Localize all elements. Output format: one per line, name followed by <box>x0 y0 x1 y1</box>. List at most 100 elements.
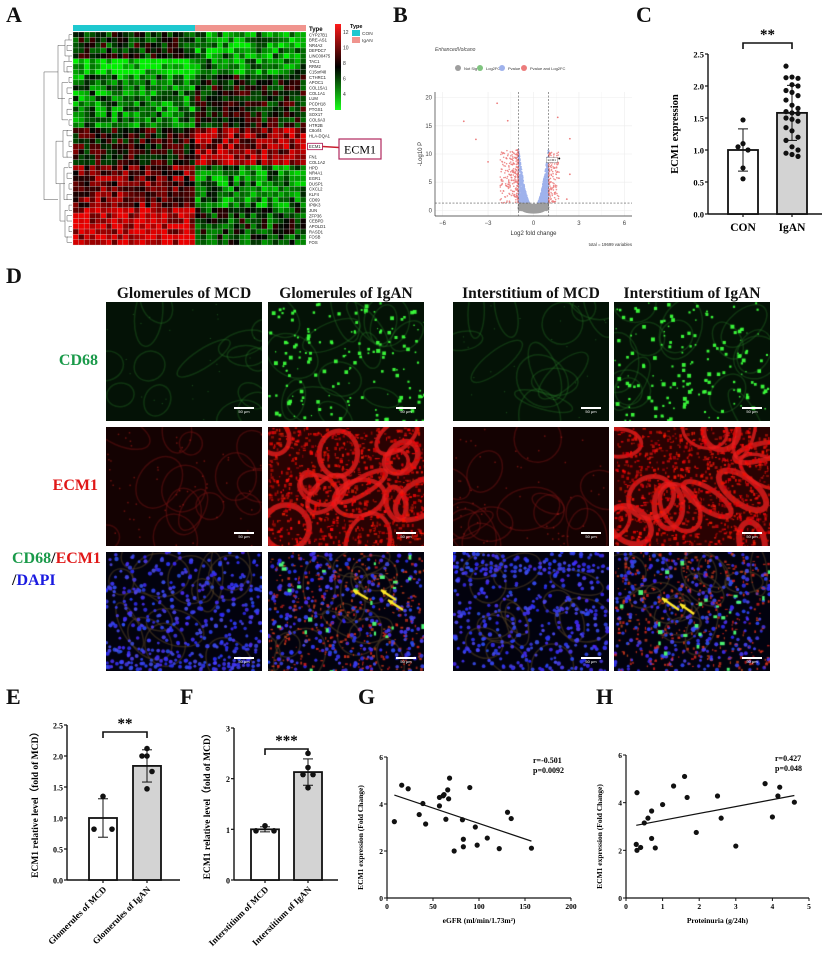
scale-bar: 50 μm <box>742 532 762 540</box>
significance-stars: *** <box>275 733 298 749</box>
data-point <box>795 83 801 89</box>
svg-text:5: 5 <box>429 180 433 186</box>
significance-stars: ** <box>118 716 133 732</box>
micrograph-interstitium-mcd-cd68: 50 μm <box>453 302 609 421</box>
total-caption: total = 19699 variables <box>589 242 632 247</box>
data-point <box>504 809 511 815</box>
volcano-plot: EnhancedVolcano Not Sig Log2FC Pvalue Pvalue… <box>418 47 632 247</box>
category-label: IgAN <box>779 222 807 234</box>
label-part-slash: / <box>51 550 56 567</box>
data-point <box>660 801 666 808</box>
y-axis-label: ECM1 expression (Fold Change) <box>595 784 604 889</box>
stat-text: p=0.048 <box>775 764 802 773</box>
data-point <box>693 829 699 836</box>
panel-letter-h: H <box>596 684 614 709</box>
data-point <box>783 87 789 94</box>
label-part-ecm1: ECM1 <box>55 550 101 567</box>
data-point <box>745 147 751 153</box>
gene-label: FOS <box>309 240 318 245</box>
type-label: Type <box>309 27 323 33</box>
panel-letter-d: D <box>6 263 22 288</box>
data-point <box>649 835 655 842</box>
scale-bar: 50 μm <box>234 532 254 540</box>
column-title-glomerules-mcd: Glomerules of MCD <box>116 285 252 302</box>
data-point <box>405 786 411 792</box>
gene-label: COL1A1 <box>309 91 326 96</box>
data-point <box>634 847 640 853</box>
gene-label: HTR2B <box>309 123 323 128</box>
data-point <box>271 828 277 834</box>
legend-title: Type <box>350 24 362 30</box>
data-point <box>795 110 801 117</box>
scale-bar: 50 μm <box>581 532 601 540</box>
data-point <box>467 784 473 791</box>
data-point <box>777 784 783 790</box>
data-point <box>441 792 447 798</box>
gene-label: APOLD1 <box>309 224 326 229</box>
legend-dot <box>521 65 527 71</box>
label-part-cd68: CD68 <box>12 550 52 567</box>
gene-label: EGR1 <box>309 176 321 181</box>
data-point <box>472 824 478 830</box>
data-point <box>144 753 150 759</box>
data-point <box>149 768 155 775</box>
data-point <box>528 845 535 851</box>
scale-bar: 50 μm <box>234 407 254 415</box>
data-point <box>789 116 795 122</box>
svg-text:0: 0 <box>532 221 536 227</box>
micrograph-glomerules-mcd-merge: 50 μm <box>106 552 262 671</box>
legend-label: CON <box>362 31 373 37</box>
data-point <box>733 843 739 849</box>
micrograph-glomerules-igan-cd68: 50 μm <box>268 302 424 421</box>
gene-label: CD69 <box>309 197 320 202</box>
legend-label: Pvalue <box>508 66 521 71</box>
micrograph-glomerules-igan-ecm1: 50 μm <box>268 427 424 546</box>
column-title-interstitium-igan: Interstitium of IgAN <box>623 285 761 302</box>
category-label: CON <box>730 222 756 234</box>
micrograph-interstitium-igan-cd68: 50 μm <box>614 302 770 421</box>
scale-bar: 50 μm <box>234 657 254 665</box>
column-title-glomerules-igan: Glomerules of IgAN <box>279 285 413 302</box>
data-point <box>416 811 422 818</box>
micrograph-interstitium-mcd-merge: 50 μm <box>453 552 609 671</box>
gene-label: PCDH18 <box>309 101 326 106</box>
data-point <box>443 816 449 822</box>
data-point <box>484 835 490 841</box>
data-point <box>740 141 746 147</box>
y-axis-label: ECM1 expression (Fold Change) <box>356 785 365 890</box>
micrograph-glomerules-igan-merge: 50 μm <box>268 552 424 671</box>
data-point <box>100 793 106 800</box>
data-point <box>789 102 795 108</box>
data-point <box>775 793 781 799</box>
data-point <box>445 787 451 793</box>
legend-swatch-igan <box>352 37 360 43</box>
data-point <box>300 771 306 778</box>
scale-bar: 50 μm <box>581 407 601 415</box>
gene-label: KLF4 <box>309 192 320 197</box>
data-point <box>645 815 651 821</box>
gene-label: TAC1 <box>309 59 320 64</box>
gene-label: FOSB <box>309 235 321 240</box>
svg-text:4: 4 <box>343 92 346 98</box>
svg-text:−6: −6 <box>439 221 447 227</box>
micrograph-interstitium-igan-merge: 50 μm <box>614 552 770 671</box>
svg-text:6: 6 <box>623 221 627 227</box>
panel-letter-b: B <box>393 2 408 27</box>
data-point <box>474 842 480 848</box>
data-point <box>262 822 268 829</box>
column-title-interstitium-mcd: Interstitium of MCD <box>462 285 600 302</box>
scale-bar: 50 μm <box>396 407 416 415</box>
data-point <box>391 819 397 825</box>
data-point <box>789 144 795 150</box>
group-bar-con <box>73 25 196 31</box>
data-point <box>762 781 768 787</box>
legend-swatch-con <box>352 30 360 36</box>
bar <box>293 771 323 881</box>
label-part-dapi: DAPI <box>16 572 56 589</box>
data-point <box>109 826 115 832</box>
data-point <box>714 793 721 799</box>
data-point <box>681 773 688 780</box>
data-point <box>791 799 797 805</box>
gene-label: CXCL2 <box>309 187 323 192</box>
